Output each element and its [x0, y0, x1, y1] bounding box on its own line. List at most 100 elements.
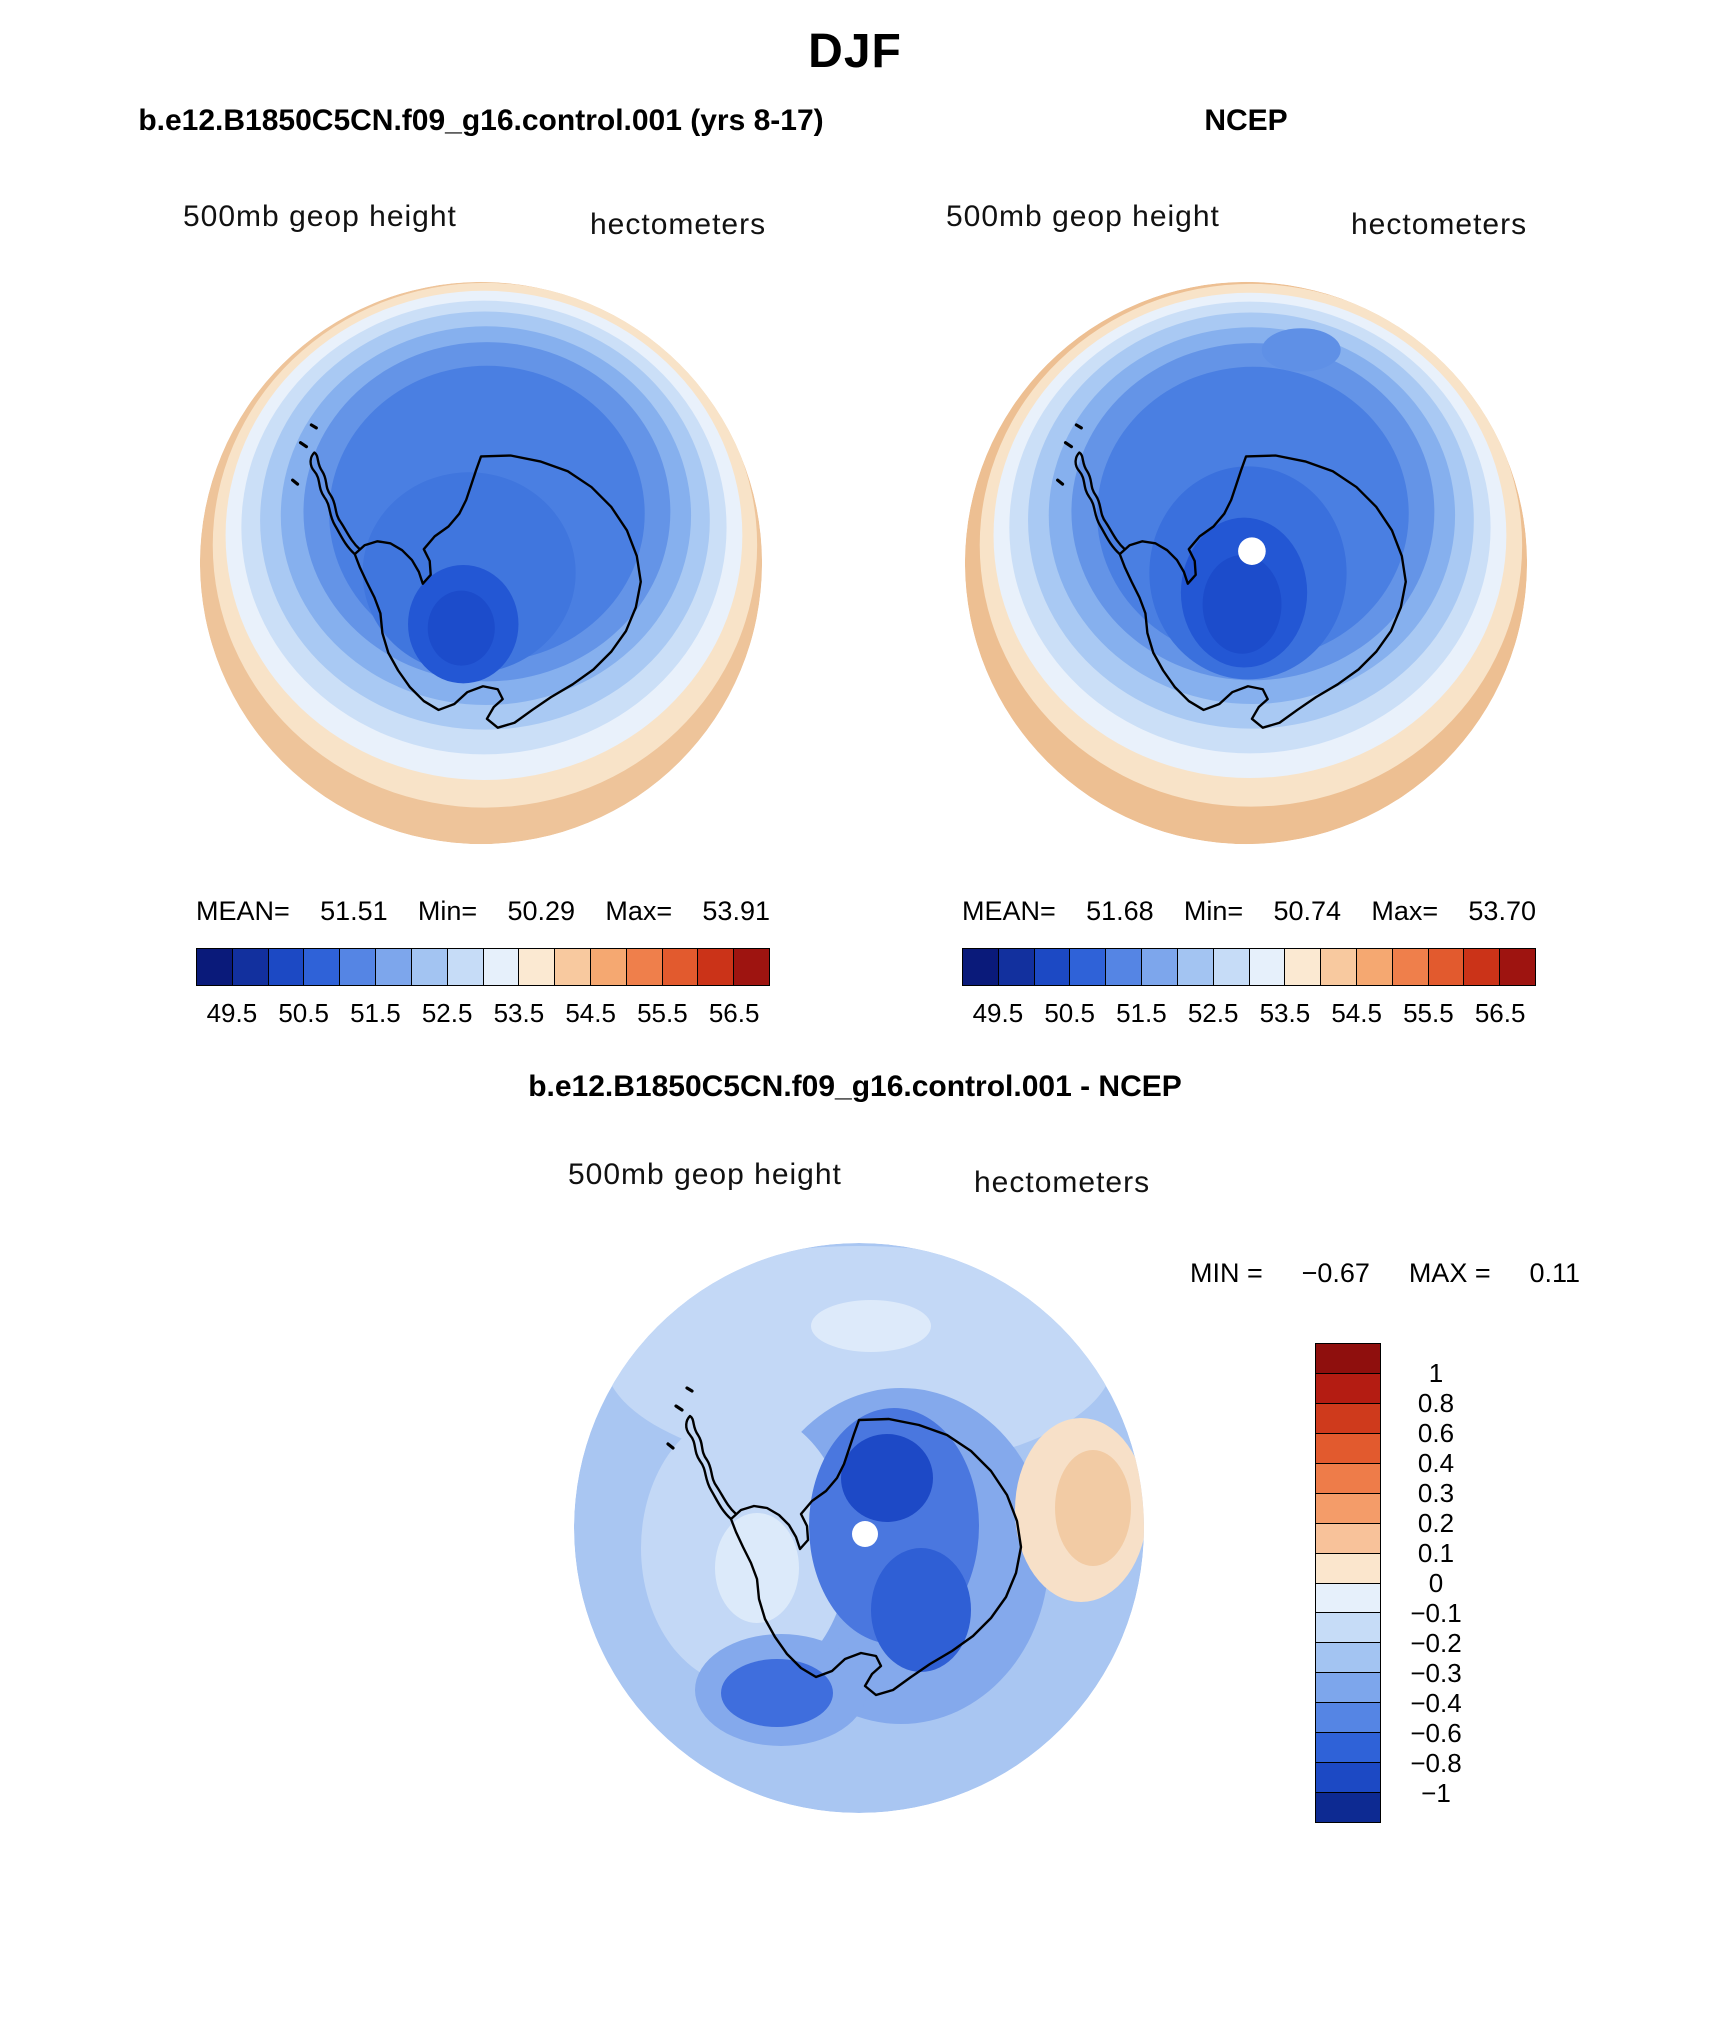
- ncep-colorbar: [962, 948, 1536, 986]
- ncep-units-label: hectometers: [1351, 208, 1528, 241]
- colorbar-tick-label: 0: [1428, 1568, 1444, 1598]
- colorbar-segment: [1248, 949, 1285, 985]
- colorbar-segment: [1320, 949, 1356, 985]
- mean-label: MEAN=: [962, 896, 1056, 926]
- colorbar-tick-label: 56.5: [1474, 998, 1526, 1028]
- colorbar-tick-label: 0.1: [1417, 1538, 1455, 1568]
- colorbar-segment: [1316, 1702, 1380, 1733]
- colorbar-segment: [697, 949, 734, 985]
- colorbar-segment: [1316, 1552, 1380, 1583]
- colorbar-segment: [267, 949, 304, 985]
- colorbar-tick-label: 56.5: [708, 998, 760, 1028]
- model-contour-fill: [199, 281, 763, 845]
- ncep-contour-fill: [964, 281, 1528, 845]
- colorbar-segment: [1316, 1732, 1380, 1763]
- mean-value: 51.51: [320, 896, 388, 926]
- min-value: −0.67: [1301, 1258, 1370, 1288]
- min-value: 50.29: [507, 896, 576, 926]
- colorbar-tick-label: 50.5: [1044, 998, 1095, 1028]
- model-colorbar: [196, 948, 770, 986]
- colorbar-tick-label: 0.3: [1417, 1478, 1455, 1508]
- diff-panel-title: b.e12.B1850C5CN.f09_g16.control.001 - NC…: [528, 1070, 1182, 1103]
- colorbar-segment: [1316, 1372, 1380, 1403]
- diff-minmax: MIN = −0.67 MAX = 0.11: [1190, 1258, 1580, 1289]
- max-label: MAX =: [1408, 1258, 1491, 1288]
- colorbar-tick-label: −1: [1421, 1778, 1451, 1808]
- colorbar-segment: [625, 949, 662, 985]
- min-value: 50.74: [1273, 896, 1342, 926]
- colorbar-segment: [1427, 949, 1464, 985]
- min-label: Min=: [417, 896, 478, 926]
- ncep-stats: MEAN= 51.68 Min= 50.74 Max= 53.70: [962, 896, 1536, 927]
- colorbar-segment: [1316, 1642, 1380, 1673]
- colorbar-segment: [197, 949, 232, 985]
- ncep-panel-title: NCEP: [1204, 104, 1288, 137]
- colorbar-segment: [1463, 949, 1500, 985]
- max-label: Max=: [1371, 896, 1439, 926]
- colorbar-segment: [997, 949, 1034, 985]
- colorbar-segment: [1284, 949, 1321, 985]
- pole-hole-dot: [1238, 537, 1266, 565]
- colorbar-segment: [1316, 1462, 1380, 1493]
- colorbar-tick-label: 53.5: [493, 998, 545, 1028]
- colorbar-segment: [410, 949, 447, 985]
- colorbar-segment: [1355, 949, 1392, 985]
- colorbar-segment: [1316, 1522, 1380, 1553]
- colorbar-segment: [963, 949, 998, 985]
- mean-label: MEAN=: [196, 896, 290, 926]
- diff-units-label: hectometers: [974, 1166, 1151, 1199]
- colorbar-segment: [1316, 1582, 1380, 1613]
- colorbar-segment: [1069, 949, 1106, 985]
- colorbar-tick-label: 0.8: [1417, 1388, 1455, 1418]
- colorbar-segment: [375, 949, 411, 985]
- colorbar-tick-label: −0.1: [1410, 1598, 1462, 1628]
- colorbar-tick-label: 49.5: [972, 998, 1024, 1028]
- model-field-label: 500mb geop height: [183, 200, 457, 233]
- colorbar-tick-label: 0.2: [1417, 1508, 1455, 1538]
- colorbar-tick-label: −0.3: [1410, 1658, 1462, 1688]
- season-title: DJF: [808, 25, 902, 78]
- colorbar-tick-label: 55.5: [637, 998, 688, 1028]
- colorbar-segment: [1316, 1402, 1380, 1433]
- colorbar-tick-label: 55.5: [1403, 998, 1454, 1028]
- colorbar-tick-label: −0.2: [1410, 1628, 1462, 1658]
- diff-colorbar-labels: 1 0.8 0.6 0.4 0.3 0.2 0.1 0 −0.1 −0.2 −0.3 −0.4 −0.6…: [1391, 1343, 1481, 1853]
- colorbar-segment: [1316, 1792, 1380, 1822]
- colorbar-tick-label: 0.6: [1417, 1418, 1455, 1448]
- colorbar-segment: [589, 949, 626, 985]
- model-colorbar-ticks: 49.5 50.5 51.5 52.5 53.5 54.5 55.5 56.5: [196, 998, 770, 1029]
- model-units-label: hectometers: [590, 208, 767, 241]
- colorbar-segment: [446, 949, 483, 985]
- colorbar-segment: [1316, 1492, 1380, 1523]
- diff-map: [574, 1243, 1144, 1813]
- colorbar-tick-label: 50.5: [278, 998, 329, 1028]
- colorbar-segment: [1316, 1432, 1380, 1463]
- colorbar-tick-label: 0.4: [1417, 1448, 1455, 1478]
- colorbar-tick-label: 52.5: [1187, 998, 1239, 1028]
- colorbar-segment: [1316, 1344, 1380, 1373]
- colorbar-segment: [1391, 949, 1428, 985]
- colorbar-segment: [1316, 1672, 1380, 1703]
- colorbar-segment: [733, 949, 769, 985]
- colorbar-segment: [1141, 949, 1177, 985]
- colorbar-tick-label: −0.8: [1410, 1748, 1462, 1778]
- colorbar-segment: [661, 949, 698, 985]
- max-value: 53.91: [702, 896, 770, 926]
- colorbar-segment: [1176, 949, 1213, 985]
- colorbar-segment: [339, 949, 376, 985]
- model-map: [199, 281, 763, 845]
- ncep-map: [964, 281, 1528, 845]
- max-label: Max=: [605, 896, 673, 926]
- colorbar-tick-label: 51.5: [1116, 998, 1167, 1028]
- colorbar-segment: [1105, 949, 1142, 985]
- colorbar-segment: [518, 949, 555, 985]
- colorbar-tick-label: 54.5: [1331, 998, 1382, 1028]
- colorbar-tick-label: 51.5: [350, 998, 401, 1028]
- colorbar-segment: [482, 949, 519, 985]
- colorbar-segment: [1033, 949, 1070, 985]
- colorbar-segment: [1499, 949, 1535, 985]
- diff-colorbar: [1315, 1343, 1381, 1823]
- ncep-colorbar-ticks: 49.5 50.5 51.5 52.5 53.5 54.5 55.5 56.5: [962, 998, 1536, 1029]
- colorbar-tick-label: −0.4: [1410, 1688, 1462, 1718]
